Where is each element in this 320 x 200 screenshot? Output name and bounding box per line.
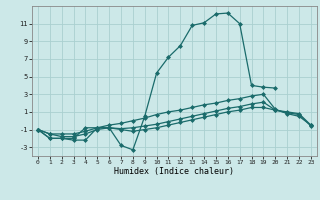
X-axis label: Humidex (Indice chaleur): Humidex (Indice chaleur) <box>115 167 234 176</box>
